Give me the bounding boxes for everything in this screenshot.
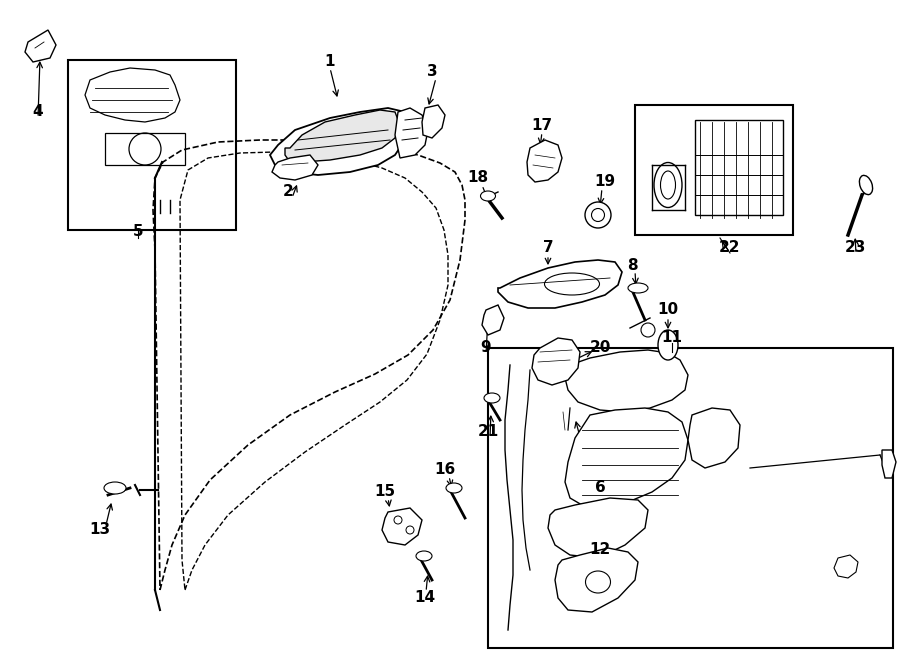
- Text: 16: 16: [435, 463, 455, 477]
- Text: 14: 14: [414, 590, 436, 605]
- Text: 9: 9: [481, 340, 491, 356]
- Text: 18: 18: [467, 171, 489, 186]
- Polygon shape: [382, 508, 422, 545]
- Ellipse shape: [446, 483, 462, 493]
- Polygon shape: [548, 498, 648, 558]
- Ellipse shape: [658, 330, 678, 360]
- Bar: [68, 60, 236, 230]
- Polygon shape: [25, 30, 56, 62]
- Text: 1: 1: [325, 54, 335, 69]
- Bar: [105, 133, 185, 165]
- Ellipse shape: [544, 273, 599, 295]
- Text: 4: 4: [32, 104, 43, 120]
- Ellipse shape: [394, 516, 402, 524]
- Polygon shape: [270, 108, 408, 175]
- Text: 13: 13: [89, 522, 111, 537]
- Text: 2: 2: [283, 184, 293, 200]
- Ellipse shape: [481, 191, 496, 201]
- Text: 3: 3: [427, 65, 437, 79]
- Polygon shape: [565, 408, 688, 508]
- Text: 11: 11: [662, 330, 682, 346]
- Text: 22: 22: [719, 241, 741, 256]
- Ellipse shape: [484, 393, 500, 403]
- Text: 17: 17: [531, 118, 553, 132]
- Polygon shape: [565, 350, 688, 412]
- Text: 6: 6: [595, 481, 606, 496]
- Polygon shape: [555, 548, 638, 612]
- Text: 8: 8: [626, 258, 637, 272]
- Ellipse shape: [406, 526, 414, 534]
- Ellipse shape: [585, 202, 611, 228]
- Polygon shape: [688, 408, 740, 468]
- Polygon shape: [532, 338, 580, 385]
- Ellipse shape: [104, 482, 126, 494]
- Text: 12: 12: [590, 543, 610, 557]
- Ellipse shape: [591, 208, 605, 221]
- Bar: [695, 120, 783, 215]
- Text: 19: 19: [594, 175, 616, 190]
- Polygon shape: [285, 110, 400, 162]
- Ellipse shape: [628, 283, 648, 293]
- Text: 20: 20: [590, 340, 611, 356]
- Polygon shape: [834, 555, 858, 578]
- Ellipse shape: [860, 175, 873, 194]
- Text: 15: 15: [374, 485, 396, 500]
- Polygon shape: [85, 68, 180, 122]
- Text: 7: 7: [543, 241, 553, 256]
- Bar: [635, 105, 793, 235]
- Polygon shape: [498, 260, 622, 308]
- Polygon shape: [395, 108, 428, 158]
- Text: 21: 21: [477, 424, 499, 440]
- Polygon shape: [422, 105, 445, 138]
- Ellipse shape: [416, 551, 432, 561]
- Polygon shape: [882, 450, 896, 478]
- Polygon shape: [527, 140, 562, 182]
- Text: 10: 10: [657, 303, 679, 317]
- Text: 23: 23: [844, 241, 866, 256]
- Ellipse shape: [641, 323, 655, 337]
- Text: 5: 5: [132, 225, 143, 239]
- Bar: [488, 348, 893, 648]
- Polygon shape: [272, 155, 318, 180]
- Polygon shape: [482, 305, 504, 335]
